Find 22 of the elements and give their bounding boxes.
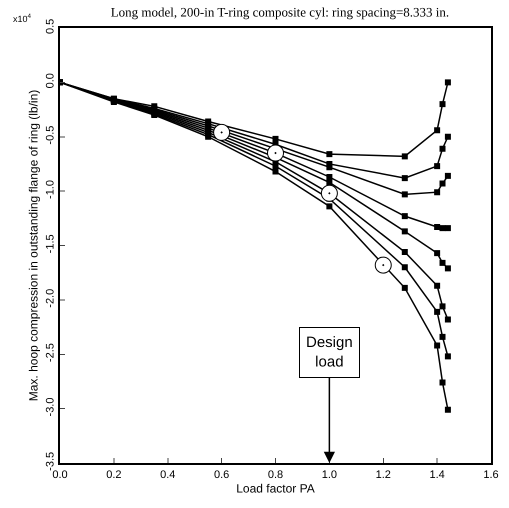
- x-tick-label: 1.6: [483, 469, 499, 482]
- y-tick-label: -0.5: [44, 126, 57, 145]
- y-axis-title: Max. hoop compression in outstanding flange of ring (lb/in): [26, 90, 40, 402]
- y-tick-label: -3.0: [44, 397, 57, 416]
- text: x10$^{4}$: [13, 13, 32, 24]
- x-axis-title: Load factor PA: [236, 482, 315, 496]
- x-tick-label: 0.6: [214, 469, 230, 482]
- y-tick-label: 0.0: [44, 73, 57, 88]
- y-tick-label: -2.0: [44, 288, 57, 308]
- y-tick-label: -2.5: [44, 343, 57, 362]
- x-tick-label: 1.4: [429, 469, 445, 482]
- chart-title: Long model, 200-in T-ring composite cyl: ring spacing=8.333 in.: [110, 4, 450, 20]
- x-tick-label: 1.0: [322, 469, 338, 482]
- y-tick-label: -1.5: [44, 234, 57, 254]
- x-tick-label: 0.2: [106, 469, 122, 482]
- y-tick-label: -1.0: [44, 180, 57, 199]
- y-tick-label: 0.5: [44, 18, 57, 34]
- y-tick-label: -3.5: [44, 452, 57, 471]
- x-tick-label: 1.2: [376, 469, 391, 482]
- x-tick-label: 0.8: [268, 469, 284, 482]
- annotation: Design load: [306, 334, 353, 370]
- x-tick-label: 0.4: [160, 469, 176, 482]
